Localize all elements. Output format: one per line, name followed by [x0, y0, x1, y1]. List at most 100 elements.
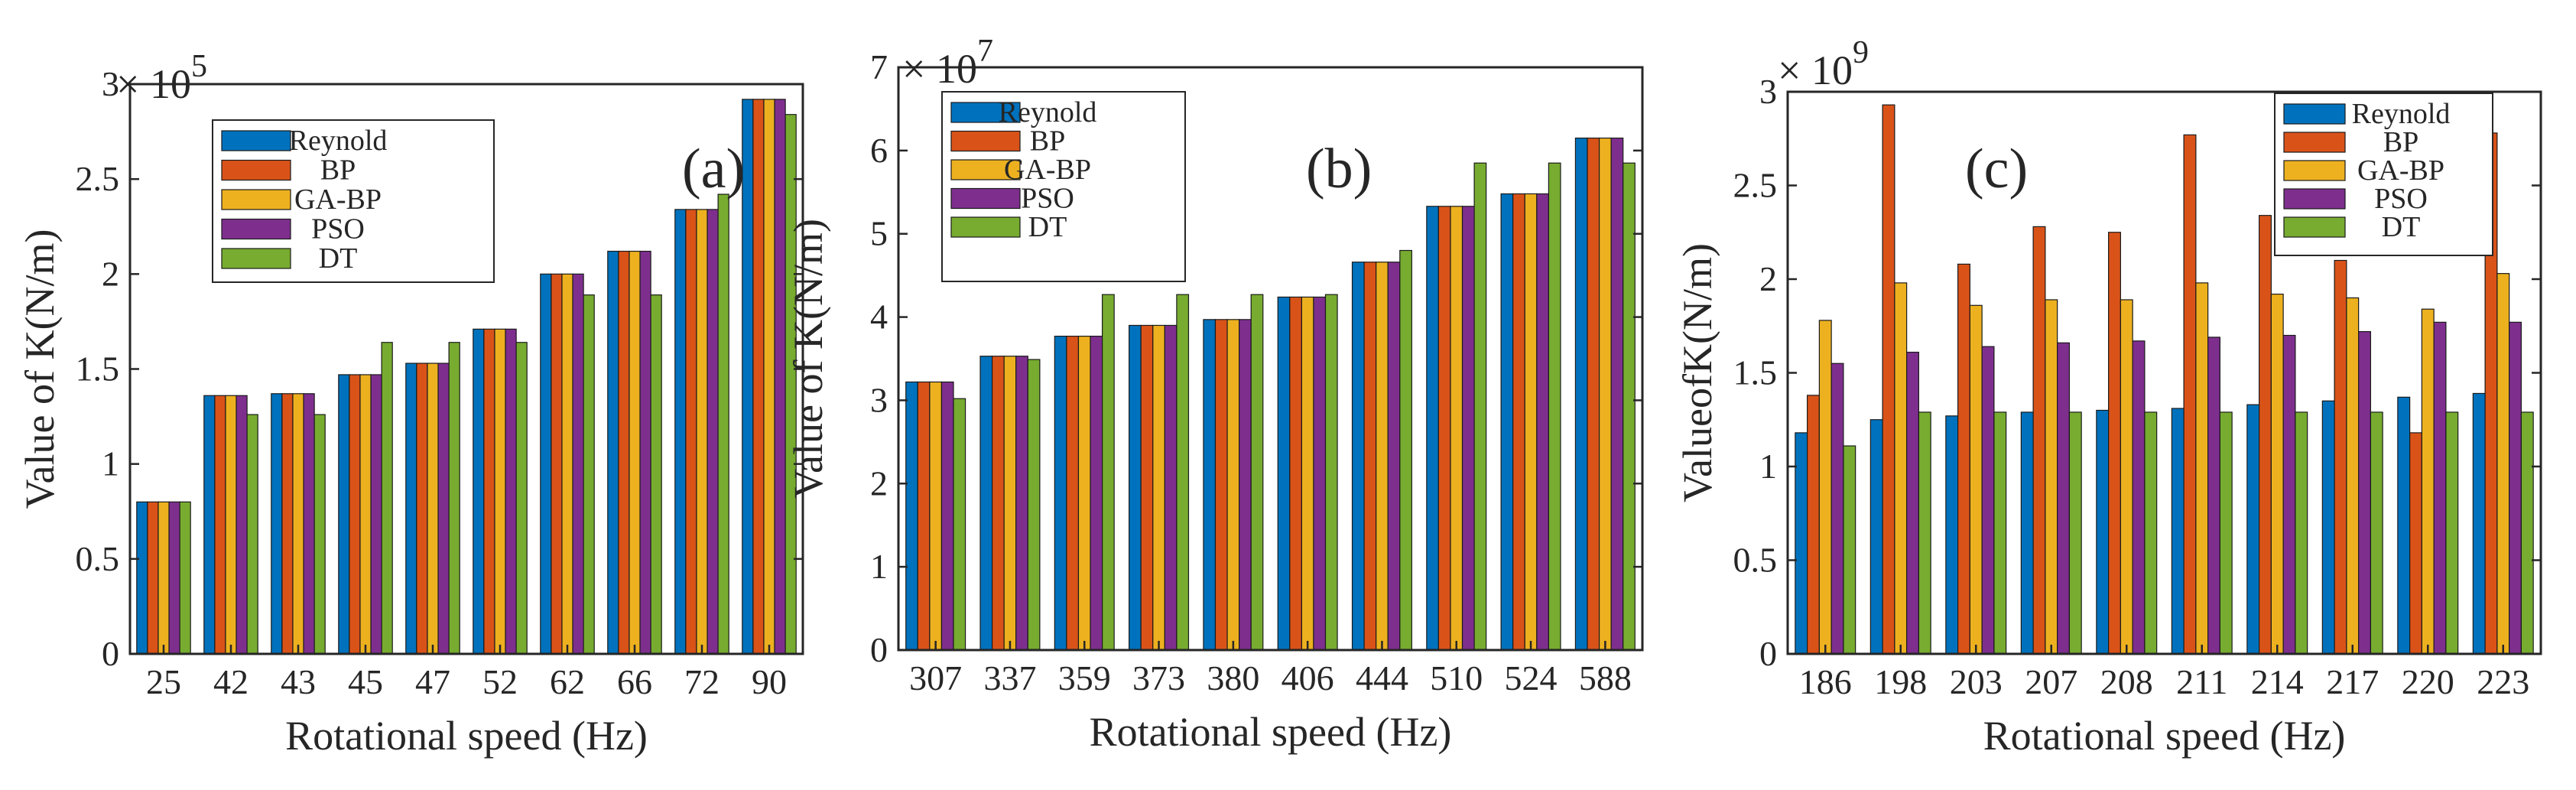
bar-pso-444: [1387, 262, 1401, 651]
legend-label-reynold: Reynold: [289, 125, 388, 157]
bar-dt-66: [650, 294, 662, 655]
bar-reynold-380: [1203, 319, 1217, 651]
y-tick-label: 5: [870, 214, 888, 253]
x-tick-label: 510: [1430, 658, 1483, 697]
bar-reynold-25: [136, 501, 148, 655]
bar-reynold-47: [405, 362, 417, 655]
bar-pso-510: [1461, 206, 1475, 651]
bar-pso-198: [1906, 351, 1919, 655]
y-tick-label: 1: [1759, 447, 1777, 486]
bar-ga-bp-42: [225, 395, 237, 655]
bar-reynold-524: [1500, 193, 1514, 651]
panel-tag: (b): [1306, 138, 1372, 200]
legend-swatch-reynold: [950, 102, 1021, 123]
exponent-base: × 10: [902, 46, 977, 92]
y-tick-label: 2: [1759, 259, 1777, 298]
bar-bp-373: [1140, 324, 1154, 651]
bar-bp-42: [214, 395, 226, 655]
bar-dt-208: [2144, 411, 2158, 655]
x-tick-label: 43: [281, 662, 316, 701]
bar-pso-25: [168, 501, 180, 655]
bar-dt-373: [1176, 294, 1190, 651]
bar-dt-43: [313, 414, 326, 655]
legend-swatch-ga-bp: [950, 159, 1021, 180]
bar-bp-444: [1363, 262, 1377, 651]
legend-swatch-pso: [221, 218, 291, 240]
bar-ga-bp-217: [2346, 297, 2360, 655]
bar-dt-72: [717, 193, 729, 655]
bar-ga-bp-203: [1969, 304, 1983, 655]
bar-dt-203: [1993, 411, 2007, 655]
bar-reynold-198: [1869, 419, 1883, 655]
legend-label-dt: DT: [2382, 211, 2421, 243]
bar-bp-66: [618, 250, 630, 655]
panel-tag: (a): [682, 138, 745, 200]
bar-bp-510: [1437, 206, 1451, 651]
y-tick-label: 2: [870, 463, 888, 502]
legend-swatch-reynold: [2283, 103, 2346, 125]
legend-label-reynold: Reynold: [999, 96, 1097, 128]
bar-pso-359: [1090, 336, 1103, 651]
x-tick-label: 25: [146, 662, 181, 701]
bar-dt-406: [1324, 294, 1338, 651]
legend-label-pso: PSO: [311, 213, 365, 245]
bar-ga-bp-43: [292, 393, 304, 655]
y-tick-label: 2.5: [1733, 166, 1778, 205]
x-axis-label: Rotational speed (Hz): [1090, 709, 1452, 755]
bar-ga-bp-380: [1226, 319, 1240, 651]
y-tick-label: 0: [102, 634, 119, 673]
bar-ga-bp-223: [2496, 273, 2510, 655]
bar-reynold-45: [338, 374, 350, 655]
bar-dt-45: [381, 342, 393, 655]
bar-bp-588: [1587, 137, 1600, 651]
legend-label-ga-bp: GA-BP: [2357, 154, 2444, 187]
y-axis-label: ValueofK(N/m): [1675, 243, 1720, 502]
bar-bp-45: [349, 374, 361, 655]
bar-ga-bp-510: [1450, 206, 1463, 651]
bar-dt-307: [953, 398, 966, 651]
exponent-power: 7: [977, 34, 993, 69]
bar-ga-bp-186: [1818, 320, 1832, 655]
bar-dt-337: [1027, 359, 1041, 651]
bar-reynold-373: [1129, 324, 1142, 651]
y-tick-label: 1.5: [76, 349, 120, 388]
bar-bp-207: [2032, 226, 2046, 655]
legend-swatch-bp: [221, 159, 291, 181]
x-tick-label: 62: [550, 662, 585, 701]
x-tick-label: 52: [482, 662, 518, 701]
legend-swatch-ga-bp: [221, 189, 291, 210]
y-tick-label: 4: [870, 297, 888, 336]
bar-reynold-444: [1351, 262, 1365, 651]
y-tick-label: 3: [870, 380, 888, 419]
bar-pso-373: [1164, 324, 1178, 651]
axis-exponent-label: × 107: [902, 34, 993, 92]
bar-bp-90: [752, 99, 765, 655]
axis-exponent-label: × 105: [116, 49, 207, 107]
bar-bp-43: [281, 393, 294, 655]
y-tick-label: 2: [102, 254, 119, 293]
legend-label-ga-bp: GA-BP: [1004, 154, 1091, 186]
bar-dt-214: [2295, 411, 2308, 655]
bar-pso-307: [940, 381, 954, 651]
bar-dt-62: [583, 294, 595, 655]
x-tick-label: 214: [2251, 662, 2304, 701]
bar-reynold-223: [2472, 392, 2486, 655]
y-tick-label: 3: [102, 64, 119, 103]
x-axis-label: Rotational speed (Hz): [285, 713, 648, 759]
bar-pso-380: [1239, 319, 1252, 651]
x-tick-label: 406: [1282, 658, 1334, 697]
legend-label-reynold: Reynold: [2352, 98, 2451, 130]
bar-ga-bp-588: [1598, 137, 1612, 651]
bar-pso-223: [2509, 321, 2522, 655]
bar-dt-510: [1473, 162, 1487, 651]
y-axis-label: Value of K(N/m): [17, 229, 63, 509]
legend-label-bp: BP: [1030, 125, 1065, 158]
bar-pso-43: [303, 393, 315, 655]
legend-label-bp: BP: [320, 154, 356, 187]
x-tick-label: 198: [1874, 662, 1927, 701]
exponent-power: 9: [1853, 35, 1869, 70]
bar-pso-214: [2282, 334, 2296, 655]
legend-label-dt: DT: [319, 242, 358, 275]
legend-box: [941, 91, 1186, 282]
bar-dt-207: [2068, 411, 2082, 655]
